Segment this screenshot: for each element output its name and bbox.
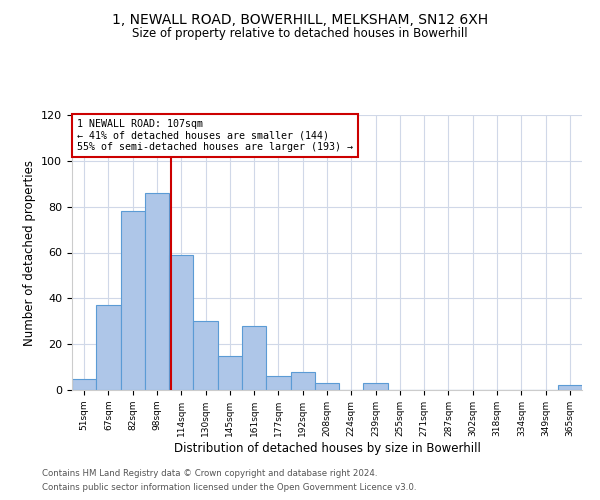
Bar — [290, 372, 315, 390]
X-axis label: Distribution of detached houses by size in Bowerhill: Distribution of detached houses by size … — [173, 442, 481, 454]
Bar — [193, 322, 218, 390]
Text: 1 NEWALL ROAD: 107sqm
← 41% of detached houses are smaller (144)
55% of semi-det: 1 NEWALL ROAD: 107sqm ← 41% of detached … — [77, 119, 353, 152]
Bar — [242, 326, 266, 390]
Text: Size of property relative to detached houses in Bowerhill: Size of property relative to detached ho… — [132, 28, 468, 40]
Bar — [72, 378, 96, 390]
Text: Contains HM Land Registry data © Crown copyright and database right 2024.: Contains HM Land Registry data © Crown c… — [42, 468, 377, 477]
Bar — [121, 211, 145, 390]
Bar — [169, 255, 193, 390]
Bar — [145, 193, 169, 390]
Y-axis label: Number of detached properties: Number of detached properties — [23, 160, 35, 346]
Bar — [218, 356, 242, 390]
Text: Contains public sector information licensed under the Open Government Licence v3: Contains public sector information licen… — [42, 484, 416, 492]
Bar — [364, 383, 388, 390]
Bar — [96, 305, 121, 390]
Text: 1, NEWALL ROAD, BOWERHILL, MELKSHAM, SN12 6XH: 1, NEWALL ROAD, BOWERHILL, MELKSHAM, SN1… — [112, 12, 488, 26]
Bar — [315, 383, 339, 390]
Bar — [266, 376, 290, 390]
Bar — [558, 386, 582, 390]
